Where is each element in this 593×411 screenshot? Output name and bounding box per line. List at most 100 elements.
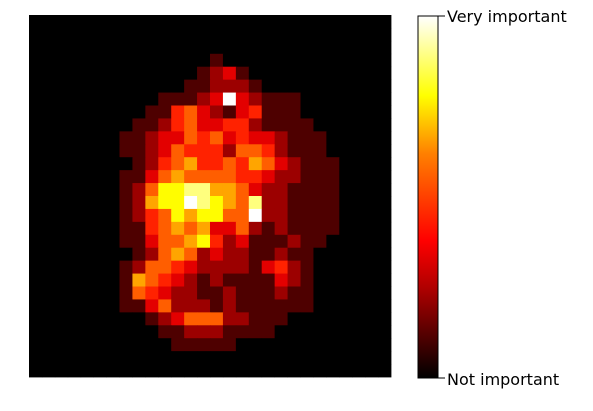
heatmap-cell: [274, 273, 288, 287]
heatmap-cell: [222, 131, 237, 145]
heatmap-cell: [365, 144, 379, 158]
heatmap-cell: [274, 131, 288, 145]
heatmap-cell: [145, 144, 159, 158]
heatmap-cell: [158, 27, 172, 42]
heatmap-cell: [326, 66, 340, 81]
heatmap-cell: [132, 105, 146, 119]
heatmap-cell: [184, 234, 198, 249]
heatmap-cell: [132, 273, 146, 287]
heatmap-cell: [261, 170, 276, 184]
heatmap-grid: [29, 15, 392, 378]
heatmap-cell: [197, 234, 211, 249]
heatmap-cell: [119, 144, 133, 158]
heatmap-cell: [235, 92, 250, 106]
heatmap-cell: [222, 40, 237, 55]
heatmap-cell: [261, 79, 276, 93]
heatmap-cell: [93, 118, 107, 132]
heatmap-cell: [80, 118, 95, 132]
heatmap-cell: [352, 105, 366, 119]
heatmap-cell: [93, 312, 107, 326]
heatmap-cell: [29, 79, 43, 93]
heatmap-cell: [54, 338, 69, 352]
heatmap-cell: [29, 27, 43, 42]
heatmap-cell: [365, 273, 379, 287]
heatmap-cell: [352, 40, 366, 55]
heatmap-cell: [365, 325, 379, 339]
heatmap-cell: [29, 364, 43, 378]
heatmap-cell: [287, 299, 301, 313]
heatmap-cell: [67, 351, 82, 365]
heatmap-cell: [132, 118, 146, 132]
heatmap-cell: [145, 299, 159, 313]
heatmap-cell: [248, 351, 263, 365]
heatmap-cell: [132, 27, 146, 42]
heatmap-cell: [80, 247, 95, 262]
colorbar-min-label: Not important: [447, 370, 559, 389]
heatmap-cell: [235, 312, 250, 326]
heatmap-cell: [184, 79, 198, 93]
heatmap-cell: [339, 92, 353, 106]
heatmap-cell: [365, 131, 379, 145]
heatmap-cell: [313, 312, 327, 326]
heatmap-cell: [106, 15, 120, 29]
heatmap-cell: [171, 247, 185, 262]
heatmap-cell: [378, 131, 392, 145]
heatmap-cell: [184, 183, 198, 197]
heatmap-cell: [352, 131, 366, 145]
heatmap-cell: [326, 53, 340, 68]
heatmap-cell: [326, 144, 340, 158]
heatmap-cell: [171, 40, 185, 55]
heatmap-cell: [287, 234, 301, 249]
heatmap-cell: [365, 351, 379, 365]
heatmap-cell: [365, 338, 379, 352]
heatmap-cell: [287, 170, 301, 184]
heatmap-cell: [29, 105, 43, 119]
heatmap-cell: [41, 53, 56, 68]
heatmap-cell: [132, 66, 146, 81]
heatmap-cell: [261, 312, 276, 326]
heatmap-cell: [210, 196, 224, 210]
heatmap-cell: [158, 221, 172, 236]
heatmap-cell: [184, 351, 198, 365]
heatmap-cell: [67, 364, 82, 378]
heatmap-cell: [41, 221, 56, 236]
heatmap-cell: [197, 247, 211, 262]
heatmap-cell: [378, 260, 392, 274]
heatmap-cell: [132, 157, 146, 171]
heatmap-cell: [184, 144, 198, 158]
heatmap-cell: [106, 118, 120, 132]
heatmap-cell: [93, 221, 107, 236]
heatmap-cell: [326, 15, 340, 29]
heatmap-cell: [29, 131, 43, 145]
heatmap-cell: [41, 299, 56, 313]
heatmap-cell: [248, 221, 263, 236]
heatmap-cell: [106, 170, 120, 184]
heatmap-cell: [171, 325, 185, 339]
heatmap-cell: [145, 170, 159, 184]
heatmap-cell: [287, 27, 301, 42]
heatmap-cell: [222, 157, 237, 171]
heatmap-cell: [378, 170, 392, 184]
heatmap-cell: [106, 351, 120, 365]
heatmap-cell: [80, 208, 95, 223]
heatmap-cell: [248, 247, 263, 262]
heatmap-cell: [158, 273, 172, 287]
heatmap-cell: [210, 299, 224, 313]
heatmap-cell: [29, 40, 43, 55]
heatmap-cell: [300, 170, 314, 184]
heatmap-cell: [261, 131, 276, 145]
heatmap-cell: [29, 118, 43, 132]
heatmap-cell: [300, 221, 314, 236]
heatmap-cell: [29, 66, 43, 81]
heatmap-cell: [106, 364, 120, 378]
heatmap-cell: [210, 27, 224, 42]
heatmap-cell: [235, 105, 250, 119]
heatmap-cell: [261, 196, 276, 210]
heatmap-cell: [339, 157, 353, 171]
heatmap-cell: [300, 15, 314, 29]
heatmap-cell: [145, 53, 159, 68]
heatmap-cell: [67, 260, 82, 274]
heatmap-cell: [197, 299, 211, 313]
heatmap-cell: [41, 286, 56, 300]
heatmap-cell: [197, 208, 211, 223]
